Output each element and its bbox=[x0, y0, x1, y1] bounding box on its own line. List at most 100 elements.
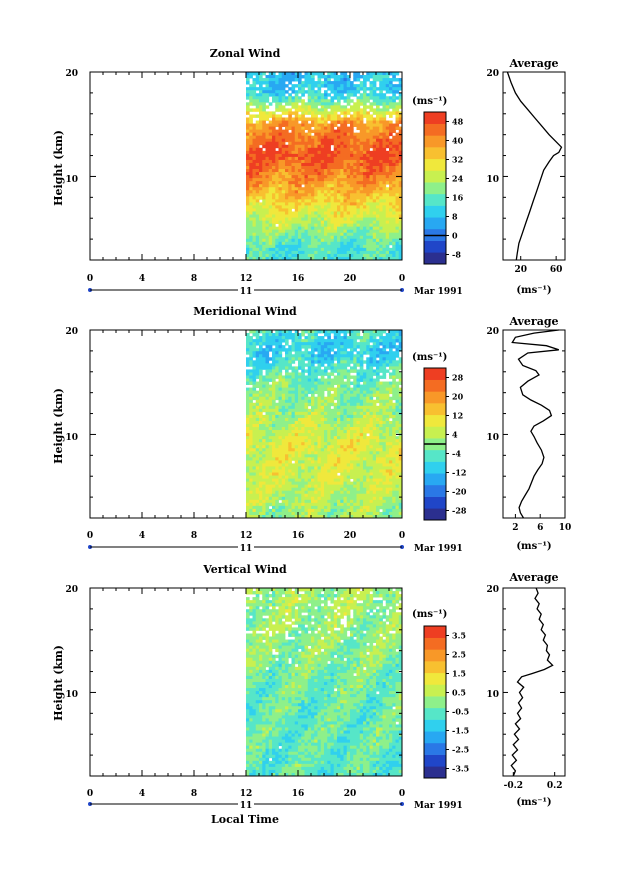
heatmap-cell bbox=[346, 175, 351, 179]
heatmap-cell bbox=[246, 345, 250, 349]
heatmap-cell bbox=[281, 402, 286, 407]
heatmap-cell bbox=[278, 81, 283, 85]
heatmap-cell bbox=[343, 238, 348, 243]
heatmap-cell bbox=[304, 384, 309, 389]
heatmap-cell bbox=[294, 129, 299, 134]
heatmap-cell bbox=[356, 457, 361, 461]
heatmap-cell bbox=[327, 81, 331, 85]
heatmap-cell bbox=[249, 232, 253, 237]
heatmap-cell bbox=[356, 87, 361, 91]
heatmap-cell bbox=[294, 120, 299, 124]
heatmap-cell bbox=[330, 387, 335, 392]
heatmap-cell bbox=[249, 342, 253, 346]
heatmap-cell bbox=[363, 405, 367, 410]
heatmap-cell bbox=[307, 360, 312, 364]
heatmap-cell bbox=[350, 123, 354, 127]
colorbar-unit: (ms⁻¹) bbox=[412, 96, 447, 107]
heatmap-cell bbox=[337, 442, 341, 446]
heatmap-cell bbox=[317, 108, 322, 112]
heatmap-cell bbox=[320, 187, 325, 191]
heatmap-cell bbox=[382, 156, 387, 161]
heatmap-cell bbox=[311, 424, 315, 428]
heatmap-cell bbox=[392, 75, 396, 79]
heatmap-cell bbox=[353, 84, 357, 88]
heatmap-cell bbox=[320, 159, 325, 164]
heatmap-cell bbox=[281, 84, 286, 88]
heatmap-cell bbox=[356, 175, 361, 179]
heatmap-cell bbox=[369, 351, 374, 355]
heatmap-cell bbox=[275, 120, 279, 124]
heatmap-cell bbox=[278, 436, 283, 440]
heatmap-cell bbox=[304, 190, 309, 194]
heatmap-cell bbox=[259, 93, 263, 97]
heatmap-cell bbox=[340, 463, 344, 467]
heatmap-cell bbox=[369, 205, 374, 209]
heatmap-cell bbox=[392, 360, 396, 364]
heatmap-cell bbox=[343, 135, 348, 140]
heatmap-cell bbox=[268, 75, 273, 79]
heatmap-cell bbox=[307, 442, 312, 446]
colorbar-tick-label: -8 bbox=[452, 250, 461, 260]
heatmap-cell bbox=[327, 448, 331, 452]
heatmap-cell bbox=[379, 99, 383, 103]
heatmap-cell bbox=[385, 105, 390, 109]
heatmap-cell bbox=[275, 153, 279, 158]
heatmap-cell bbox=[346, 247, 351, 252]
heatmap-cell bbox=[372, 244, 377, 249]
heatmap-cell bbox=[333, 169, 338, 173]
heatmap-cell bbox=[340, 196, 344, 200]
heatmap-cell bbox=[317, 439, 322, 443]
heatmap-cell bbox=[356, 375, 361, 379]
heatmap-cell bbox=[275, 448, 279, 452]
heatmap-cell bbox=[288, 117, 292, 121]
heatmap-cell bbox=[356, 232, 361, 237]
heatmap-cell bbox=[317, 123, 322, 127]
heatmap-cell bbox=[346, 457, 351, 461]
heatmap-cell bbox=[252, 360, 257, 364]
heatmap-cell bbox=[359, 126, 364, 131]
heatmap-cell bbox=[346, 354, 351, 358]
heatmap-cell bbox=[356, 153, 361, 158]
heatmap-cell bbox=[314, 345, 318, 349]
heatmap-cell bbox=[281, 166, 286, 170]
heatmap-cell bbox=[275, 184, 279, 188]
heatmap-cell bbox=[311, 232, 315, 237]
heatmap-cell bbox=[356, 184, 361, 188]
heatmap-cell bbox=[275, 235, 279, 240]
heatmap-cell bbox=[372, 229, 377, 234]
heatmap-cell bbox=[359, 399, 364, 404]
heatmap-cell bbox=[304, 414, 309, 419]
heatmap-cell bbox=[307, 99, 312, 103]
heatmap-cell bbox=[356, 199, 361, 203]
heatmap-cell bbox=[314, 442, 318, 446]
heatmap-cell bbox=[369, 105, 374, 109]
heatmap-cell bbox=[278, 199, 283, 203]
heatmap-cell bbox=[317, 238, 322, 243]
heatmap-cell bbox=[350, 199, 354, 203]
heatmap-cell bbox=[385, 414, 390, 419]
heatmap-cell bbox=[376, 339, 380, 343]
heatmap-cell bbox=[353, 411, 357, 416]
heatmap-cell bbox=[311, 393, 315, 398]
heatmap-cell bbox=[317, 451, 322, 455]
heatmap-cell bbox=[389, 424, 393, 428]
heatmap-cell bbox=[340, 232, 344, 237]
heatmap-cell bbox=[327, 199, 331, 203]
heatmap-cell bbox=[301, 162, 305, 167]
heatmap-cell bbox=[330, 166, 335, 170]
heatmap-cell bbox=[330, 241, 335, 246]
heatmap-cell bbox=[314, 348, 318, 352]
heatmap-cell bbox=[301, 132, 305, 137]
heatmap-cell bbox=[350, 357, 354, 361]
heatmap-cell bbox=[314, 111, 318, 115]
heatmap-cell bbox=[350, 220, 354, 225]
heatmap-cell bbox=[376, 190, 380, 194]
heatmap-cell bbox=[369, 178, 374, 182]
heatmap-cell bbox=[252, 354, 257, 358]
heatmap-cell bbox=[281, 117, 286, 121]
heatmap-cell bbox=[255, 457, 260, 461]
heatmap-cell bbox=[382, 187, 387, 191]
heatmap-cell bbox=[278, 226, 283, 231]
heatmap-cell bbox=[359, 75, 364, 79]
heatmap-cell bbox=[340, 211, 344, 215]
